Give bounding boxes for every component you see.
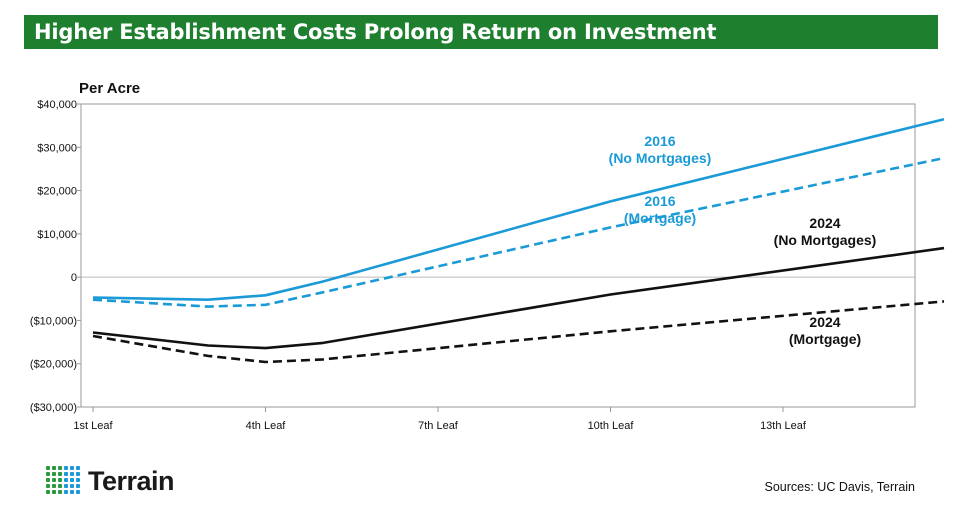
logo-dot xyxy=(58,478,62,482)
y-tick-label: $40,000 xyxy=(37,99,77,111)
series-line-2016-mortgage xyxy=(92,156,945,308)
logo-dot xyxy=(64,466,68,470)
axis-ticks: $40,000 $30,000 $20,000 $10,000 0 ($10,000) ($… xyxy=(30,99,807,432)
y-tick-label: $20,000 xyxy=(37,186,77,198)
chart-title: Higher Establishment Costs Prolong Retur… xyxy=(34,20,717,44)
logo-dot xyxy=(64,484,68,488)
terrain-logo-mark-icon xyxy=(46,466,82,496)
logo-dot xyxy=(46,490,50,494)
y-axis-title: Per Acre xyxy=(79,80,140,97)
terrain-logo-text: Terrain xyxy=(88,465,175,496)
logo-dot xyxy=(76,478,80,482)
logo-dot xyxy=(52,466,56,470)
logo-dot xyxy=(46,484,50,488)
terrain-logo: Terrain xyxy=(46,465,175,497)
annotation-2016-no-mortgages: 2016 (No Mortgages) xyxy=(609,133,712,166)
series-annotations: 2016 (No Mortgages)2016 (Mortgage) 2024 (No … xyxy=(609,133,877,347)
logo-dot xyxy=(58,490,62,494)
annotation-2024-mortgage: 2024 (Mortgage) xyxy=(789,314,861,347)
y-tick-label: $10,000 xyxy=(37,229,77,241)
source-note: Sources: UC Davis, Terrain xyxy=(764,480,915,494)
annotation-line: 2024 xyxy=(809,215,840,231)
x-tick-label: 13th Leaf xyxy=(760,420,807,432)
logo-dot xyxy=(70,490,74,494)
annotation-line: (Mortgage) xyxy=(624,210,696,226)
x-tick-label: 1st Leaf xyxy=(73,420,113,432)
annotation-line: (No Mortgages) xyxy=(609,150,712,166)
x-tick-label: 10th Leaf xyxy=(588,420,635,432)
annotation-line: 2016 xyxy=(644,193,675,209)
series-line-2024-mortgage xyxy=(92,300,945,364)
logo-dot xyxy=(52,484,56,488)
logo-dot xyxy=(52,472,56,476)
chart-grid xyxy=(80,103,916,408)
logo-dot xyxy=(64,490,68,494)
y-tick-label: ($30,000) xyxy=(30,402,77,414)
logo-dot xyxy=(52,490,56,494)
logo-dot xyxy=(70,472,74,476)
series-lines xyxy=(92,117,945,364)
logo-dot xyxy=(58,484,62,488)
logo-dot xyxy=(46,478,50,482)
x-tick-label: 4th Leaf xyxy=(246,420,287,432)
logo-dot xyxy=(76,490,80,494)
logo-dot xyxy=(70,478,74,482)
series-line-2016-no-mortgages xyxy=(92,117,945,301)
annotation-line: 2024 xyxy=(809,314,840,330)
logo-dot xyxy=(46,466,50,470)
logo-dot xyxy=(46,472,50,476)
y-tick-label: $30,000 xyxy=(37,142,77,154)
logo-dot xyxy=(64,478,68,482)
logo-dot xyxy=(76,466,80,470)
logo-dot xyxy=(58,472,62,476)
y-tick-label: ($10,000) xyxy=(30,315,77,327)
y-tick-label: ($20,000) xyxy=(30,359,77,371)
annotation-2016-mortgage: 2016 (Mortgage) xyxy=(624,193,696,226)
annotation-line: 2016 xyxy=(644,133,675,149)
logo-dot xyxy=(76,484,80,488)
y-tick-label: 0 xyxy=(71,272,77,284)
x-tick-label: 7th Leaf xyxy=(418,420,459,432)
logo-dot xyxy=(70,466,74,470)
logo-dot xyxy=(64,472,68,476)
logo-dot xyxy=(70,484,74,488)
annotation-line: (No Mortgages) xyxy=(774,232,877,248)
chart-title-banner: Higher Establishment Costs Prolong Retur… xyxy=(24,15,938,49)
plot-frame xyxy=(80,103,916,408)
annotation-2024-no-mortgages: 2024 (No Mortgages) xyxy=(774,215,877,248)
annotation-line: (Mortgage) xyxy=(789,331,861,347)
logo-dot xyxy=(58,466,62,470)
logo-dot xyxy=(52,478,56,482)
series-line-2024-no-mortgages xyxy=(92,246,945,350)
logo-dot xyxy=(76,472,80,476)
